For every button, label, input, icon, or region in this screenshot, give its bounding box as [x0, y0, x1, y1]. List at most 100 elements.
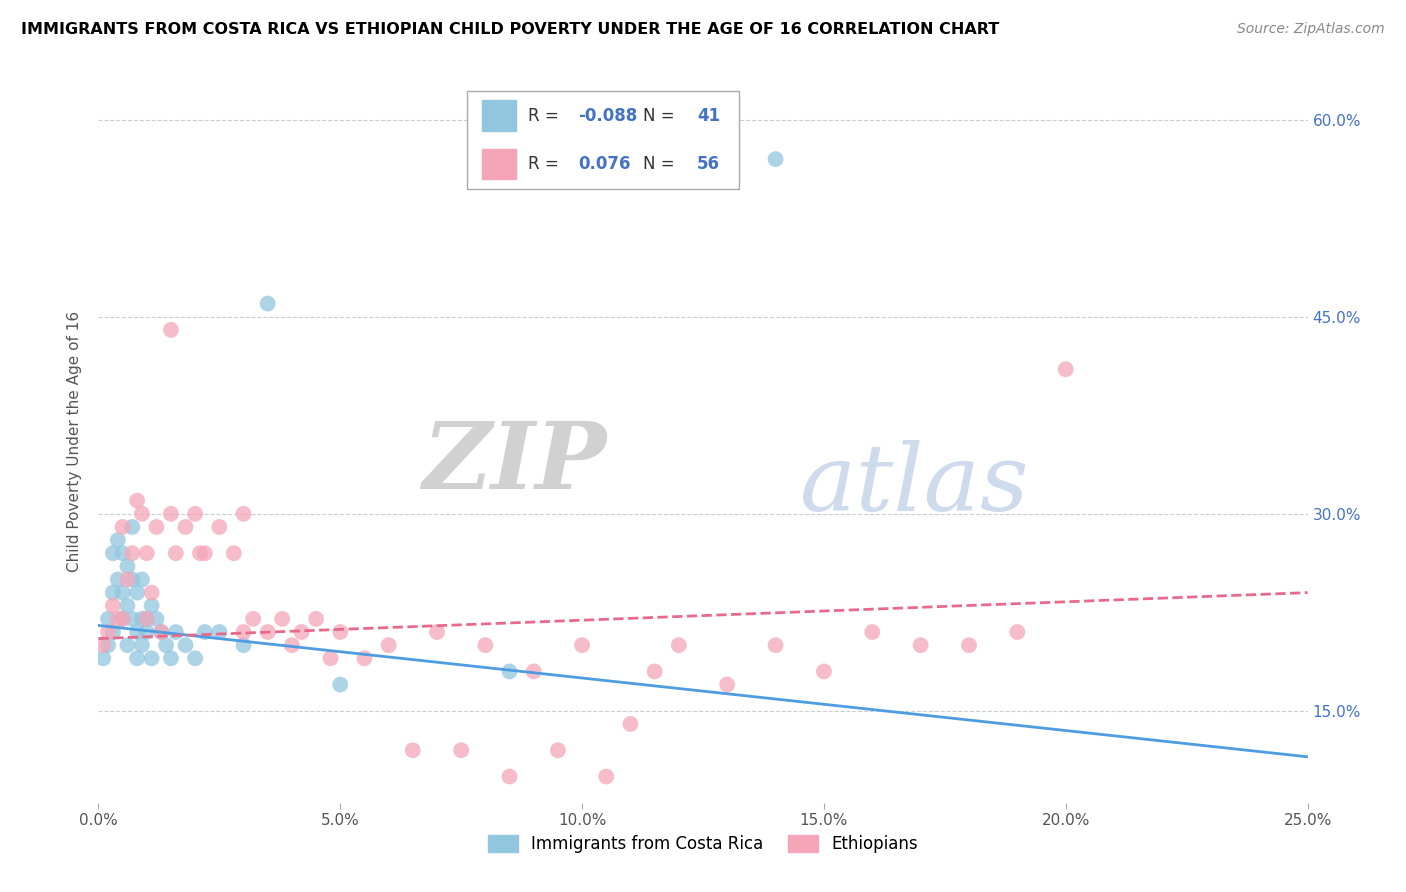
Point — [121, 520, 143, 534]
Point — [135, 625, 157, 640]
Text: 41: 41 — [697, 106, 720, 125]
Point — [121, 612, 143, 626]
Point — [571, 638, 593, 652]
Text: ZIP: ZIP — [422, 418, 606, 508]
Point — [131, 612, 153, 626]
Bar — [482, 149, 516, 179]
Point — [860, 625, 883, 640]
Point — [222, 546, 245, 560]
Point — [127, 651, 149, 665]
Point — [121, 546, 143, 560]
Point — [305, 612, 328, 626]
Point — [242, 612, 264, 626]
Point — [141, 585, 163, 599]
Point — [402, 743, 425, 757]
Point — [232, 507, 254, 521]
Point — [141, 599, 163, 613]
Point — [97, 625, 120, 640]
Point — [127, 585, 149, 599]
Point — [595, 770, 617, 784]
Point — [111, 520, 134, 534]
Text: IMMIGRANTS FROM COSTA RICA VS ETHIOPIAN CHILD POVERTY UNDER THE AGE OF 16 CORREL: IMMIGRANTS FROM COSTA RICA VS ETHIOPIAN … — [21, 22, 1000, 37]
Text: N =: N = — [643, 155, 679, 173]
Point — [107, 573, 129, 587]
Bar — [467, 91, 740, 189]
Point — [813, 665, 835, 679]
Point — [141, 651, 163, 665]
Point — [184, 507, 207, 521]
Point — [111, 612, 134, 626]
Point — [194, 546, 217, 560]
Point — [91, 638, 114, 652]
Point — [329, 625, 352, 640]
Point — [188, 546, 211, 560]
Point — [101, 599, 124, 613]
Point — [208, 625, 231, 640]
Point — [135, 612, 157, 626]
Point — [150, 625, 173, 640]
Point — [194, 625, 217, 640]
Point — [101, 625, 124, 640]
Point — [97, 612, 120, 626]
Point — [97, 638, 120, 652]
Point — [353, 651, 375, 665]
Point — [765, 638, 787, 652]
Point — [101, 546, 124, 560]
Point — [160, 507, 183, 521]
Point — [107, 612, 129, 626]
Legend: Immigrants from Costa Rica, Ethiopians: Immigrants from Costa Rica, Ethiopians — [481, 828, 925, 860]
Point — [498, 665, 520, 679]
Point — [111, 585, 134, 599]
Text: R =: R = — [527, 106, 564, 125]
Point — [91, 651, 114, 665]
Point — [256, 296, 278, 310]
Point — [910, 638, 932, 652]
Point — [117, 599, 139, 613]
Point — [117, 573, 139, 587]
Text: Source: ZipAtlas.com: Source: ZipAtlas.com — [1237, 22, 1385, 37]
Point — [145, 520, 167, 534]
Bar — [482, 100, 516, 130]
Text: -0.088: -0.088 — [578, 106, 638, 125]
Text: 56: 56 — [697, 155, 720, 173]
Point — [117, 559, 139, 574]
Text: 0.076: 0.076 — [578, 155, 631, 173]
Point — [232, 638, 254, 652]
Point — [101, 585, 124, 599]
Point — [619, 717, 641, 731]
Point — [160, 323, 183, 337]
Point — [329, 677, 352, 691]
Point — [127, 493, 149, 508]
Point — [1054, 362, 1077, 376]
Point — [111, 546, 134, 560]
Point — [131, 573, 153, 587]
Point — [232, 625, 254, 640]
Point — [765, 152, 787, 166]
Point — [127, 625, 149, 640]
Point — [165, 546, 187, 560]
Point — [155, 638, 177, 652]
Point — [377, 638, 399, 652]
Point — [121, 573, 143, 587]
Point — [271, 612, 294, 626]
Point — [668, 638, 690, 652]
Y-axis label: Child Poverty Under the Age of 16: Child Poverty Under the Age of 16 — [67, 311, 83, 572]
Point — [450, 743, 472, 757]
Point — [498, 770, 520, 784]
Point — [174, 638, 197, 652]
Point — [290, 625, 312, 640]
Point — [474, 638, 496, 652]
Point — [644, 665, 666, 679]
Point — [319, 651, 342, 665]
Text: atlas: atlas — [800, 440, 1029, 530]
Point — [1007, 625, 1029, 640]
Point — [107, 533, 129, 547]
Point — [131, 507, 153, 521]
Point — [160, 651, 183, 665]
Point — [117, 638, 139, 652]
Point — [165, 625, 187, 640]
Point — [145, 612, 167, 626]
Point — [281, 638, 304, 652]
Point — [111, 612, 134, 626]
Point — [547, 743, 569, 757]
